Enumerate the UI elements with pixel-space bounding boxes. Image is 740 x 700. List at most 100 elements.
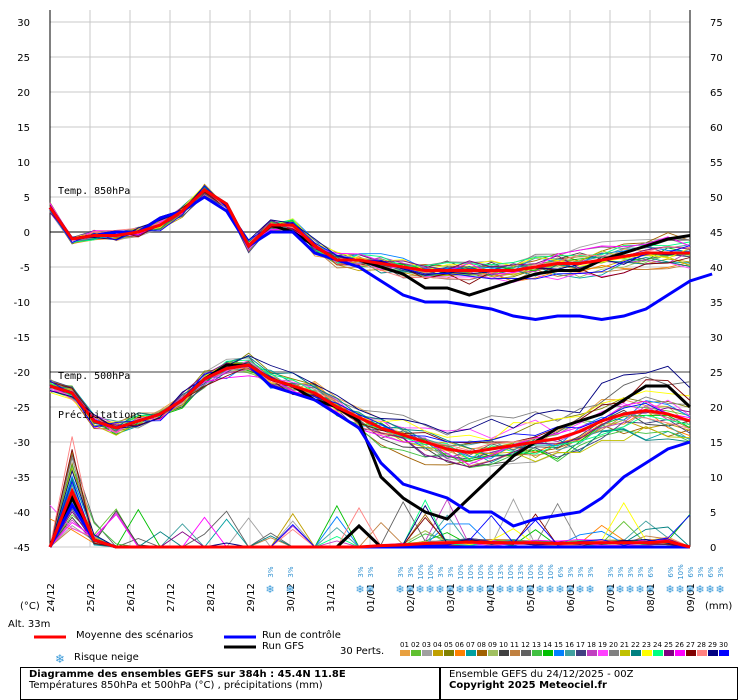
- pert-number: 05: [444, 641, 453, 649]
- series-precip: [48, 487, 691, 549]
- run-info-box: Ensemble GEFS du 24/12/2025 - 00Z Copyri…: [440, 667, 738, 700]
- ytick-right: 20: [710, 403, 723, 414]
- snow-risk-marker: 13% ❄: [495, 564, 505, 596]
- snow-risk-marker: 6% ❄: [555, 566, 565, 596]
- snow-risk-marker: 10% ❄: [505, 564, 515, 596]
- pert-swatch: [554, 650, 564, 656]
- pert-number: 12: [521, 641, 530, 649]
- snowflake-icon: ❄: [475, 583, 484, 596]
- snow-risk-marker: 10% ❄: [475, 564, 485, 596]
- pert-swatch: [675, 650, 685, 656]
- snow-risk-marker: 10% ❄: [675, 564, 685, 596]
- pert-swatch: [664, 650, 674, 656]
- ytick-right: 5: [710, 508, 716, 519]
- pert-number: 19: [598, 641, 607, 649]
- pert-swatch: [620, 650, 630, 656]
- snow-risk-marker: 10% ❄: [455, 564, 465, 596]
- snowflake-icon: ❄: [675, 583, 684, 596]
- pert-number: 25: [664, 641, 673, 649]
- pert-swatch: [686, 650, 696, 656]
- snow-risk-marker: 3% ❄: [435, 566, 445, 596]
- ytick-left: 20: [17, 88, 30, 99]
- snow-risk-pct: 6%: [707, 566, 715, 577]
- snowflake-icon: ❄: [615, 583, 624, 596]
- ytick-left: 10: [17, 158, 30, 169]
- member-t500: [49, 366, 691, 444]
- pert-swatch: [609, 650, 619, 656]
- pert-swatch: [708, 650, 718, 656]
- pert-number: 24: [653, 641, 662, 649]
- chart-title: Diagramme des ensembles GEFS sur 384h : …: [29, 669, 346, 680]
- snow-risk-marker: 10% ❄: [485, 564, 495, 596]
- xtick-date: 03/01: [446, 583, 457, 612]
- snow-risk-pct: 3%: [357, 566, 365, 577]
- pert-swatch: [598, 650, 608, 656]
- snowflake-icon: ❄: [425, 583, 434, 596]
- ytick-right: 60: [710, 123, 723, 134]
- snow-risk-marker: 3% ❄: [285, 566, 295, 596]
- member-t850: [49, 187, 691, 280]
- pert-number: 18: [587, 641, 596, 649]
- snow-risk-pct: 3%: [367, 566, 375, 577]
- snow-risk-marker: 10% ❄: [415, 564, 425, 596]
- ytick-right: 25: [710, 368, 723, 379]
- pert-number: 28: [697, 641, 706, 649]
- snow-risk-pct: 3%: [437, 566, 445, 577]
- legend-snow-label: Risque neige: [74, 652, 139, 663]
- ytick-left: -5: [20, 263, 30, 274]
- label-t850: Temp. 850hPa: [58, 186, 130, 197]
- snowflake-icon: ❄: [265, 583, 274, 596]
- xtick-date: 02/01: [406, 583, 417, 612]
- snow-risk-marker: 3% ❄: [635, 566, 645, 596]
- snowflake-icon: ❄: [645, 583, 654, 596]
- ytick-right: 65: [710, 88, 723, 99]
- snow-risk-marker: 10% ❄: [465, 564, 475, 596]
- snow-risk-pct: 3%: [697, 566, 705, 577]
- snow-risk-pct: 3%: [607, 566, 615, 577]
- snow-risk-marker: 3% ❄: [695, 566, 705, 596]
- snow-risk-pct: 6%: [557, 566, 565, 577]
- snow-risk-pct: 3%: [447, 566, 455, 577]
- snow-risk-pct: 6%: [647, 566, 655, 577]
- snow-risk-marker: 6% ❄: [665, 566, 675, 596]
- pert-number: 30: [719, 641, 728, 649]
- pert-number: 07: [466, 641, 475, 649]
- snow-risk-pct: 13%: [517, 564, 525, 580]
- ytick-left: 25: [17, 53, 30, 64]
- series-t850: [48, 195, 713, 322]
- pert-number: 03: [422, 641, 431, 649]
- pert-swatch: [444, 650, 454, 656]
- ytick-left: -30: [14, 438, 30, 449]
- pert-number: 01: [400, 641, 409, 649]
- snowflake-icon: ❄: [685, 583, 694, 596]
- pert-number: 22: [631, 641, 640, 649]
- member-t500: [49, 364, 691, 443]
- pert-swatch: [642, 650, 652, 656]
- snow-risk-pct: 3%: [567, 566, 575, 577]
- pert-number: 06: [455, 641, 464, 649]
- snowflake-icon: ❄: [535, 583, 544, 596]
- ytick-right: 0: [710, 543, 716, 554]
- snowflake-icon: ❄: [545, 583, 554, 596]
- ytick-left: 5: [24, 193, 30, 204]
- snowflake-icon: ❄: [635, 583, 644, 596]
- ytick-left: 30: [17, 18, 30, 29]
- snowflake-icon: ❄: [285, 583, 294, 596]
- snow-risk-pct: 3%: [397, 566, 405, 577]
- pert-swatch: [477, 650, 487, 656]
- snow-risk-pct: 10%: [537, 564, 545, 580]
- snow-risk-marker: 10% ❄: [535, 564, 545, 596]
- pert-number: 11: [510, 641, 519, 649]
- pert-swatch: [455, 650, 465, 656]
- legend-mean-label: Moyenne des scénarios: [76, 630, 194, 641]
- ytick-right: 70: [710, 53, 723, 64]
- snowflake-icon: ❄: [445, 583, 454, 596]
- snowflake-icon: ❄: [605, 583, 614, 596]
- xtick-date: 08/01: [646, 583, 657, 612]
- snow-risk-pct: 3%: [717, 566, 725, 577]
- ytick-right: 75: [710, 18, 723, 29]
- pert-number: 14: [543, 641, 552, 649]
- chart-subtitle: Températures 850hPa et 500hPa (°C) , pré…: [29, 680, 323, 691]
- xtick-date: 30/12: [286, 583, 297, 612]
- pert-swatch: [411, 650, 421, 656]
